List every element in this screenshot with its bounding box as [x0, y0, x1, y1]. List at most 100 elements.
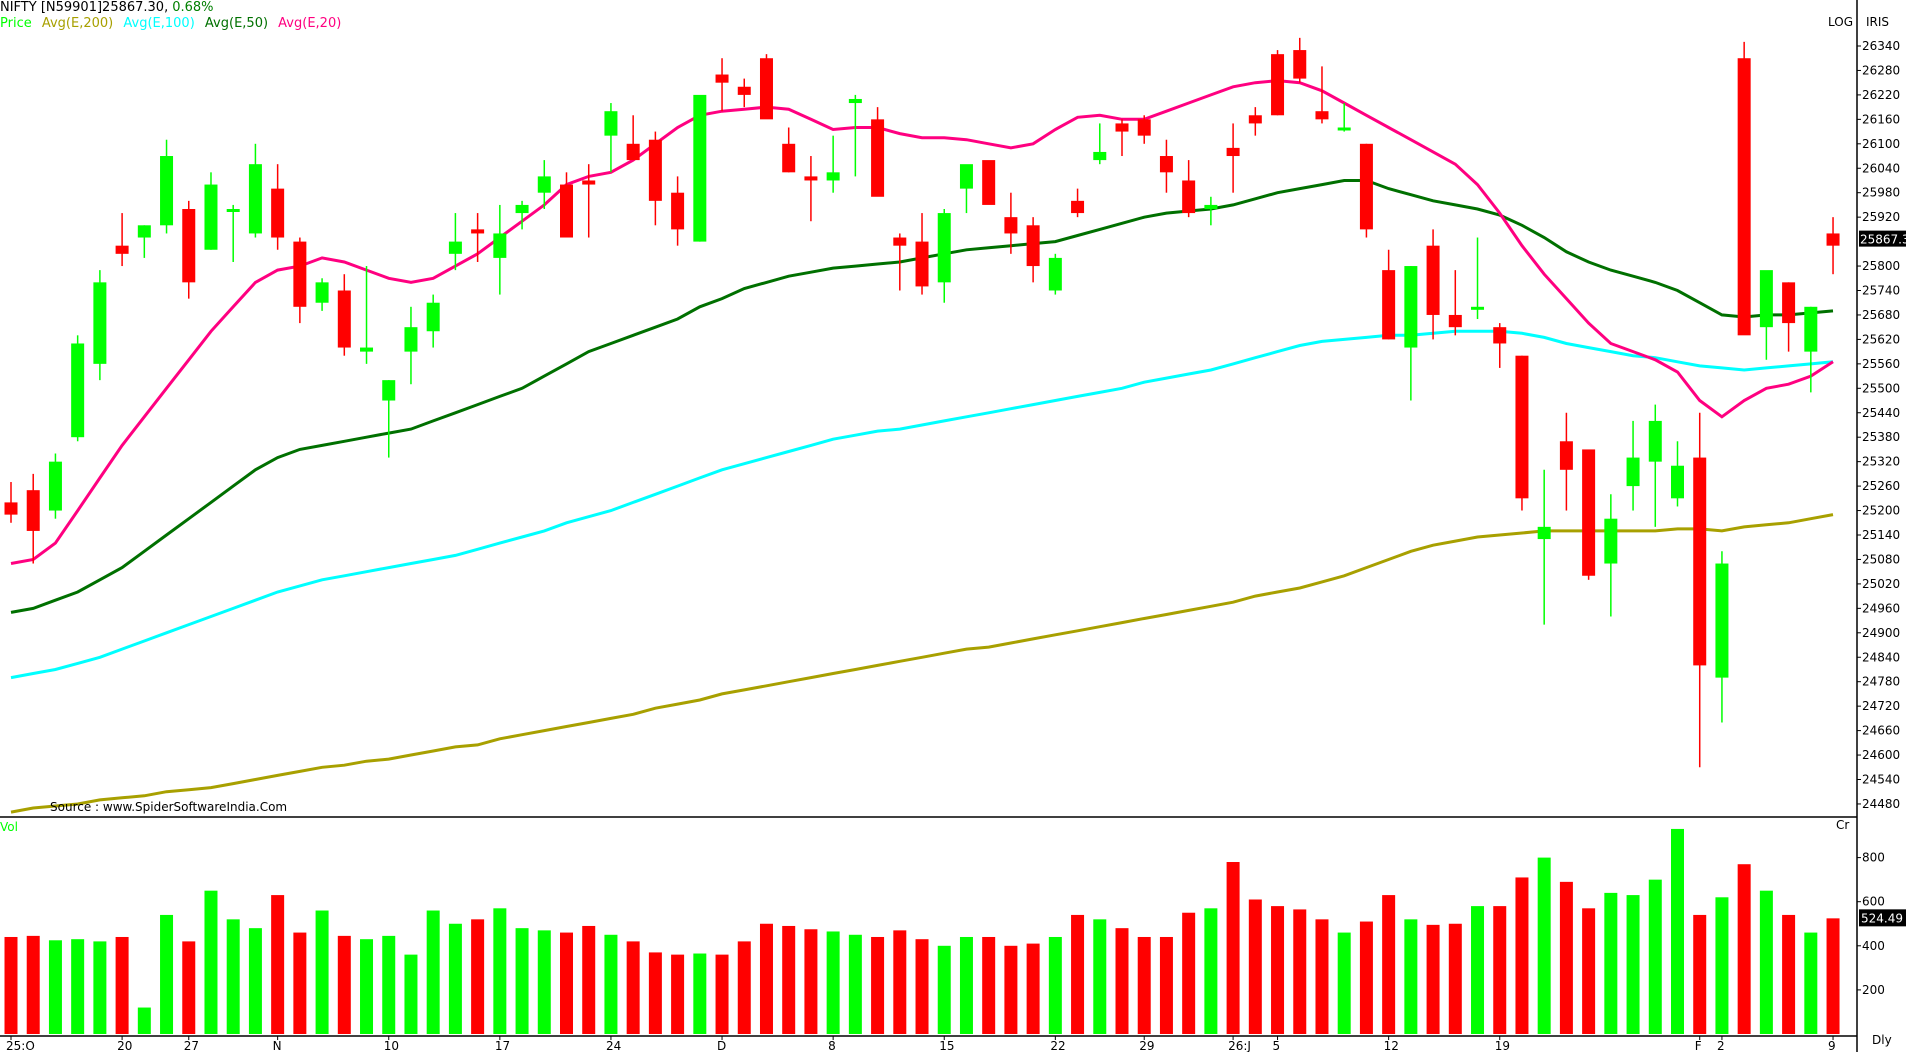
- candle[interactable]: [1137, 119, 1151, 136]
- volume-bar[interactable]: [1671, 828, 1684, 1034]
- candle[interactable]: [893, 237, 907, 246]
- volume-bar[interactable]: [1426, 924, 1440, 1034]
- volume-bar[interactable]: [426, 910, 440, 1034]
- volume-bar[interactable]: [959, 936, 973, 1034]
- candle[interactable]: [715, 74, 729, 83]
- volume-bar[interactable]: [1582, 908, 1596, 1034]
- candle[interactable]: [1004, 217, 1018, 234]
- volume-bar[interactable]: [1315, 919, 1329, 1034]
- candle[interactable]: [648, 139, 662, 201]
- volume-bar[interactable]: [382, 935, 396, 1034]
- candle[interactable]: [1826, 233, 1840, 246]
- candle[interactable]: [1159, 156, 1173, 173]
- volume-bar[interactable]: [26, 935, 40, 1034]
- candle[interactable]: [426, 302, 440, 332]
- volume-bar[interactable]: [1559, 881, 1573, 1034]
- candle[interactable]: [804, 176, 818, 181]
- candle[interactable]: [1204, 204, 1218, 209]
- candle[interactable]: [1226, 147, 1240, 157]
- candle[interactable]: [848, 98, 862, 104]
- volume-bar[interactable]: [1515, 877, 1529, 1034]
- candle[interactable]: [937, 213, 951, 283]
- volume-bar[interactable]: [404, 954, 418, 1034]
- candle[interactable]: [493, 233, 507, 258]
- candle[interactable]: [1493, 327, 1507, 344]
- volume-bar[interactable]: [1071, 914, 1085, 1034]
- volume-bar[interactable]: [871, 936, 885, 1034]
- legend-price[interactable]: Price: [0, 16, 32, 31]
- volume-bar[interactable]: [582, 925, 596, 1034]
- volume-bar[interactable]: [448, 923, 462, 1034]
- legend-ema200[interactable]: Avg(E,200): [41, 16, 114, 31]
- volume-bar[interactable]: [1804, 932, 1818, 1034]
- candle[interactable]: [1404, 266, 1418, 348]
- volume-bar[interactable]: [693, 953, 707, 1034]
- candle[interactable]: [693, 94, 707, 242]
- candle[interactable]: [271, 188, 285, 238]
- volume-bar[interactable]: [982, 936, 996, 1034]
- volume-bar[interactable]: [115, 936, 129, 1034]
- volume-bar[interactable]: [626, 941, 640, 1034]
- candle[interactable]: [1671, 465, 1684, 499]
- candle[interactable]: [1537, 526, 1551, 540]
- candle[interactable]: [1759, 270, 1773, 328]
- volume-bar[interactable]: [1826, 918, 1840, 1034]
- volume-bar[interactable]: [1648, 879, 1662, 1034]
- volume-bar[interactable]: [1204, 908, 1218, 1034]
- candle[interactable]: [404, 327, 418, 352]
- volume-bar[interactable]: [471, 919, 485, 1034]
- candle[interactable]: [1382, 270, 1396, 340]
- volume-bar[interactable]: [1626, 895, 1640, 1034]
- candle[interactable]: [1293, 50, 1307, 79]
- volume-bar[interactable]: [604, 934, 618, 1034]
- candle[interactable]: [1315, 111, 1329, 120]
- volume-bar[interactable]: [1137, 936, 1151, 1034]
- candle[interactable]: [759, 58, 773, 120]
- volume-bar[interactable]: [1226, 862, 1240, 1034]
- candle[interactable]: [1559, 441, 1573, 470]
- volume-bar[interactable]: [1093, 919, 1107, 1034]
- legend-ema100[interactable]: Avg(E,100): [123, 16, 195, 31]
- volume-bar[interactable]: [737, 941, 751, 1034]
- candle[interactable]: [137, 225, 151, 238]
- volume-bar[interactable]: [804, 929, 818, 1034]
- volume-bar[interactable]: [1493, 906, 1507, 1034]
- candle[interactable]: [604, 111, 618, 136]
- volume-bar[interactable]: [137, 1007, 151, 1034]
- candle[interactable]: [1604, 518, 1618, 564]
- volume-bar[interactable]: [671, 954, 685, 1034]
- candle[interactable]: [782, 143, 796, 173]
- candle[interactable]: [1471, 306, 1485, 310]
- volume-bar[interactable]: [71, 939, 85, 1034]
- candle[interactable]: [1248, 115, 1262, 124]
- volume-bar[interactable]: [360, 939, 374, 1034]
- volume-bar[interactable]: [1337, 932, 1351, 1034]
- legend-ema50[interactable]: Avg(E,50): [204, 16, 269, 31]
- log-scale-label[interactable]: LOG: [1828, 15, 1854, 29]
- volume-bar[interactable]: [248, 928, 262, 1034]
- volume-bar[interactable]: [1715, 897, 1729, 1034]
- volume-bar[interactable]: [1693, 914, 1707, 1034]
- volume-bar[interactable]: [826, 931, 840, 1034]
- volume-bar[interactable]: [1782, 914, 1796, 1034]
- candle[interactable]: [204, 184, 218, 250]
- candle[interactable]: [26, 490, 40, 531]
- volume-bar[interactable]: [493, 908, 507, 1034]
- volume-bar[interactable]: [1293, 909, 1307, 1034]
- candle[interactable]: [182, 209, 196, 283]
- candle[interactable]: [448, 241, 462, 254]
- candle[interactable]: [226, 209, 240, 212]
- candle[interactable]: [915, 241, 929, 287]
- candle[interactable]: [1626, 457, 1640, 487]
- volume-bar[interactable]: [1248, 899, 1262, 1034]
- candle[interactable]: [871, 119, 885, 197]
- volume-bar[interactable]: [337, 935, 351, 1034]
- candle[interactable]: [671, 192, 685, 230]
- volume-bar[interactable]: [515, 928, 529, 1034]
- volume-bar[interactable]: [848, 934, 862, 1034]
- candle[interactable]: [1093, 151, 1107, 161]
- volume-bar[interactable]: [160, 914, 174, 1034]
- volume-bar[interactable]: [271, 895, 285, 1034]
- candle[interactable]: [4, 502, 18, 515]
